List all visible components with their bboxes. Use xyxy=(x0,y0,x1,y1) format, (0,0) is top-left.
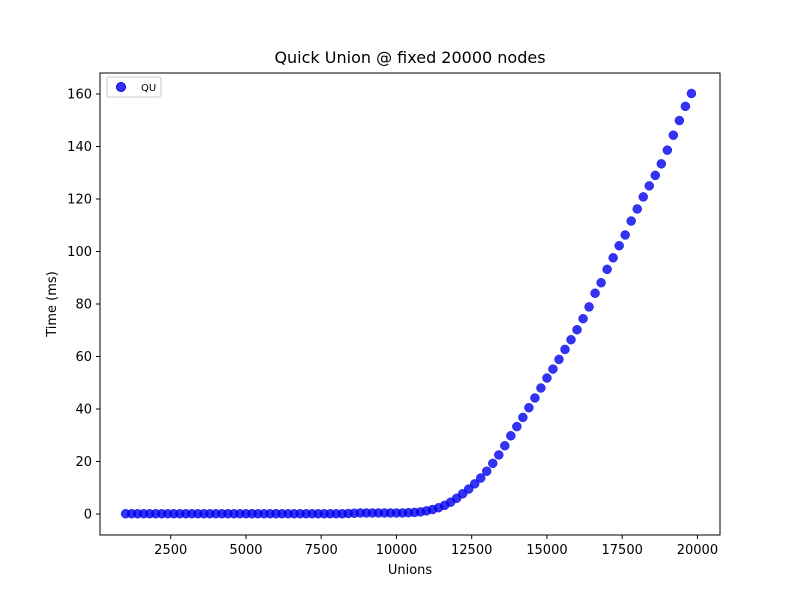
y-tick-label: 140 xyxy=(67,140,92,155)
data-point xyxy=(481,466,492,476)
data-point xyxy=(500,441,510,451)
data-point xyxy=(578,313,588,324)
x-tick-label: 12500 xyxy=(451,543,492,558)
x-tick-label: 7500 xyxy=(305,543,338,558)
chart-title: Quick Union @ fixed 20000 nodes xyxy=(274,48,545,67)
data-point xyxy=(566,334,576,345)
data-point xyxy=(602,264,612,275)
legend: QU xyxy=(106,76,162,98)
data-point xyxy=(650,170,661,181)
data-point xyxy=(554,354,564,365)
data-point xyxy=(662,145,673,155)
data-point xyxy=(536,383,546,393)
y-axis-ticks: 0 20 40 60 80 100 120 140 160 xyxy=(67,88,100,523)
y-tick-label: 120 xyxy=(67,193,92,208)
data-point xyxy=(584,302,594,312)
y-tick-label: 160 xyxy=(67,88,92,103)
data-point xyxy=(680,101,691,112)
y-tick-label: 40 xyxy=(75,403,92,418)
data-point xyxy=(530,393,540,403)
data-point xyxy=(644,181,655,191)
x-tick-label: 2500 xyxy=(154,543,187,558)
x-tick-label: 17500 xyxy=(602,543,643,558)
data-point xyxy=(668,130,679,140)
data-point xyxy=(638,192,649,202)
x-axis-label: Unions xyxy=(388,563,433,578)
y-tick-label: 20 xyxy=(75,455,92,470)
data-point xyxy=(524,402,534,413)
data-point xyxy=(596,277,606,288)
y-axis-label: Time (ms) xyxy=(45,271,60,338)
legend-marker xyxy=(116,82,126,92)
data-point xyxy=(512,421,522,432)
x-tick-label: 10000 xyxy=(376,543,417,558)
data-point xyxy=(590,288,600,298)
y-tick-label: 60 xyxy=(75,350,92,365)
data-point xyxy=(548,364,558,374)
data-point xyxy=(469,479,480,489)
data-point xyxy=(463,484,474,494)
data-point xyxy=(506,431,516,441)
y-tick-label: 0 xyxy=(84,508,92,523)
x-tick-label: 20000 xyxy=(677,543,718,558)
data-point xyxy=(560,344,570,355)
data-point xyxy=(488,458,498,469)
data-point xyxy=(518,412,528,423)
y-tick-label: 80 xyxy=(75,298,92,313)
data-point xyxy=(542,373,552,383)
data-point xyxy=(626,216,636,226)
x-tick-label: 15000 xyxy=(526,543,567,558)
legend-box xyxy=(106,76,162,98)
data-point xyxy=(632,204,642,214)
data-points xyxy=(120,88,697,519)
data-point xyxy=(494,450,504,460)
data-point xyxy=(656,159,667,169)
data-point xyxy=(614,240,624,251)
x-axis-ticks: 2500 5000 7500 10000 12500 15000 17500 20000 xyxy=(154,535,718,558)
legend-label: QU xyxy=(141,83,156,94)
data-point xyxy=(686,88,697,99)
y-tick-label: 100 xyxy=(67,245,92,260)
data-point xyxy=(475,473,486,483)
data-point xyxy=(674,115,685,126)
data-point xyxy=(608,253,618,263)
data-point xyxy=(572,324,582,335)
x-tick-label: 5000 xyxy=(229,543,262,558)
data-point xyxy=(620,230,630,240)
